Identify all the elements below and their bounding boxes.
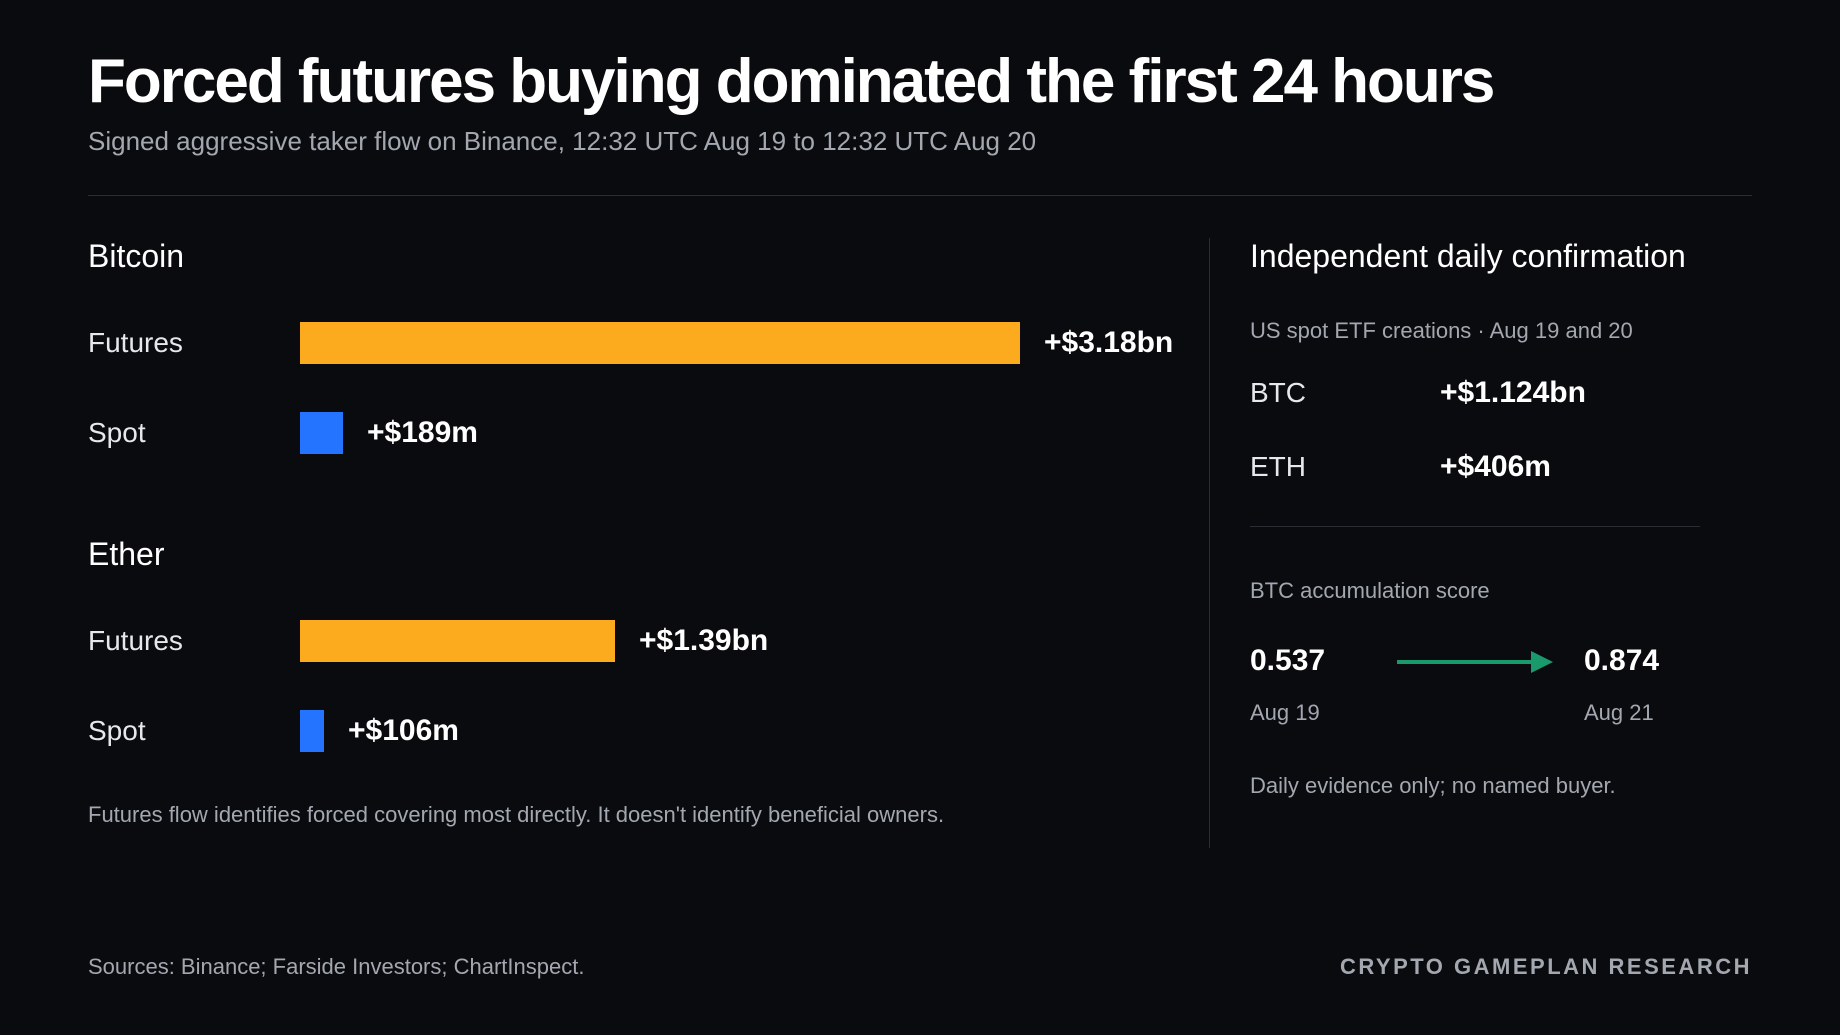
header-divider bbox=[88, 195, 1752, 196]
bitcoin-futures-value: +$3.18bn bbox=[1044, 326, 1174, 359]
ether-heading: Ether bbox=[88, 536, 165, 572]
ether-spot-value: +$106m bbox=[348, 714, 459, 747]
page-title: Forced futures buying dominated the firs… bbox=[88, 47, 1495, 116]
sources-footer: Sources: Binance; Farside Investors; Cha… bbox=[88, 954, 585, 979]
ether-futures-value: +$1.39bn bbox=[639, 624, 769, 657]
confirmation-note: Daily evidence only; no named buyer. bbox=[1250, 773, 1616, 798]
bitcoin-spot-label: Spot bbox=[88, 417, 146, 448]
score-from-date: Aug 19 bbox=[1250, 700, 1320, 725]
ether-futures-bar bbox=[300, 620, 615, 662]
brand-label: CRYPTO GAMEPLAN RESEARCH bbox=[1339, 954, 1752, 979]
etf-btc-value: +$1.124bn bbox=[1440, 376, 1586, 409]
page-subtitle: Signed aggressive taker flow on Binance,… bbox=[88, 126, 1037, 156]
confirmation-divider bbox=[1250, 526, 1700, 527]
score-from-value: 0.537 bbox=[1250, 644, 1326, 677]
ether-spot-bar bbox=[300, 710, 324, 752]
bitcoin-futures-bar bbox=[300, 322, 1020, 364]
flow-chart: Bitcoin Futures +$3.18bn Spot +$189m Eth… bbox=[88, 238, 1174, 827]
etf-subheading: US spot ETF creations · Aug 19 and 20 bbox=[1250, 318, 1633, 343]
score-to-date: Aug 21 bbox=[1584, 700, 1654, 725]
bitcoin-spot-value: +$189m bbox=[367, 416, 478, 449]
confirmation-heading: Independent daily confirmation bbox=[1250, 238, 1686, 274]
arrow-right-icon bbox=[1397, 651, 1553, 673]
bitcoin-heading: Bitcoin bbox=[88, 238, 185, 274]
ether-spot-label: Spot bbox=[88, 715, 146, 746]
etf-eth-label: ETH bbox=[1250, 451, 1306, 482]
ether-futures-label: Futures bbox=[88, 625, 183, 656]
etf-eth-value: +$406m bbox=[1440, 450, 1551, 483]
chart-footnote: Futures flow identifies forced covering … bbox=[88, 802, 945, 827]
etf-btc-label: BTC bbox=[1250, 377, 1306, 408]
panel-divider bbox=[1209, 238, 1210, 848]
score-to-value: 0.874 bbox=[1584, 644, 1660, 677]
score-heading: BTC accumulation score bbox=[1250, 578, 1490, 603]
bitcoin-futures-label: Futures bbox=[88, 327, 183, 358]
bitcoin-spot-bar bbox=[300, 412, 343, 454]
